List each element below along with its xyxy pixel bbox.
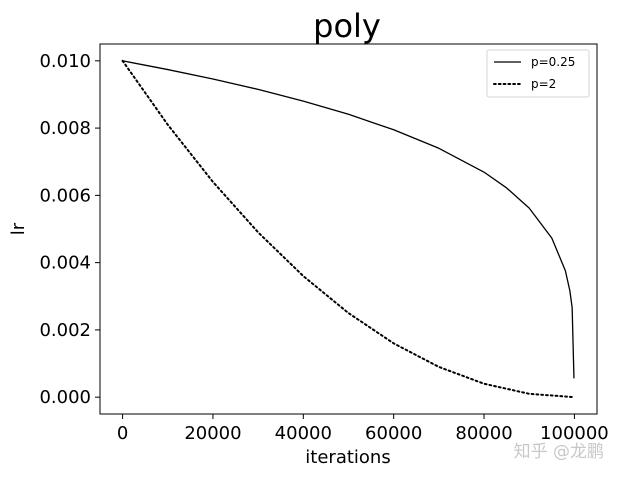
series-layer: [121, 59, 576, 399]
x-axis-ticks: 0 20000 40000 60000 80000 100000: [117, 414, 609, 444]
x-tick-label: 0: [117, 423, 128, 444]
x-tick-label: 40000: [275, 423, 332, 444]
y-tick-label: 0.008: [39, 118, 91, 139]
legend: p=0.25 p=2: [486, 49, 590, 98]
y-axis-label: lr: [8, 222, 29, 235]
legend-label-p-2: p=2: [531, 77, 556, 91]
watermark: 知乎 @龙鹏: [514, 442, 604, 462]
y-axis-ticks: 0.000 0.002 0.004 0.006 0.008 0.010: [39, 51, 100, 408]
plot-frame: [99, 43, 598, 415]
x-tick-label: 60000: [365, 423, 422, 444]
legend-label-p-0-25: p=0.25: [531, 55, 575, 69]
y-tick-label: 0.000: [39, 387, 91, 408]
x-axis-label: iterations: [305, 447, 390, 468]
series-line-p-2: [121, 59, 576, 399]
y-tick-label: 0.004: [39, 253, 91, 274]
chart-title: poly: [313, 7, 381, 45]
series-line-p-0-25: [122, 60, 575, 379]
x-tick-label: 100000: [540, 423, 609, 444]
plot-area: [99, 43, 598, 415]
x-tick-label: 80000: [455, 423, 512, 444]
y-tick-label: 0.006: [39, 185, 91, 206]
x-tick-label: 20000: [184, 423, 241, 444]
y-tick-label: 0.010: [39, 51, 91, 72]
y-tick-label: 0.002: [39, 320, 91, 341]
